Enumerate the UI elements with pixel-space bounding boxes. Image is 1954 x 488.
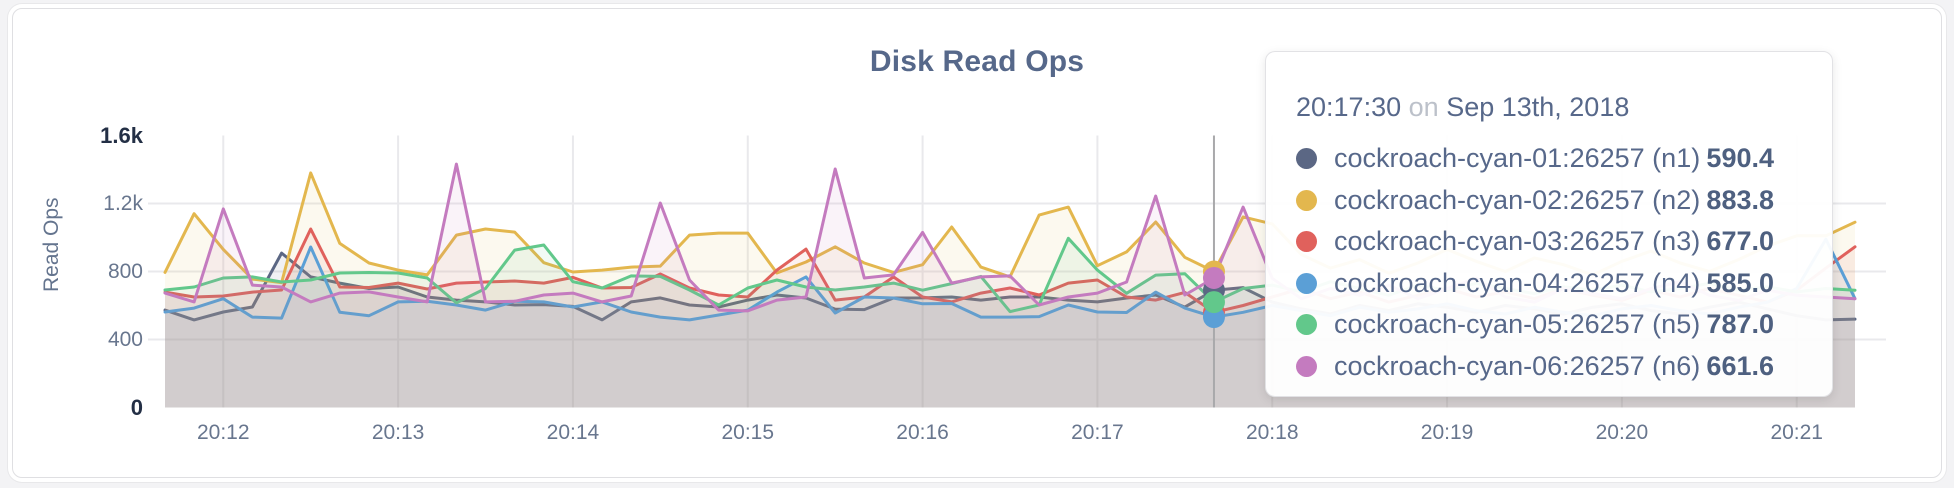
x-tick-label: 20:21	[1770, 421, 1823, 444]
series-color-dot-icon	[1296, 189, 1317, 211]
x-tick-label: 20:16	[896, 421, 949, 444]
chart-title: Disk Read Ops	[869, 45, 1085, 78]
x-tick-label: 20:15	[721, 421, 775, 444]
y-tick-label: 400	[107, 327, 143, 351]
x-tick-label: 20:18	[1245, 421, 1299, 444]
series-color-dot-icon	[1296, 148, 1317, 170]
tooltip-series-name: cockroach-cyan-02:26257 (n2)	[1334, 184, 1701, 215]
tooltip-series-row: cockroach-cyan-06:26257 (n6) 661.6	[1296, 346, 1774, 388]
x-tick-label: 20:20	[1595, 421, 1649, 444]
x-tick-label: 20:14	[546, 421, 600, 444]
tooltip-header: 20:17:30 on Sep 13th, 2018	[1296, 92, 1774, 122]
tooltip-on-word: on	[1408, 92, 1439, 122]
hover-dot	[1202, 291, 1225, 314]
tooltip-series-name: cockroach-cyan-04:26257 (n4)	[1334, 267, 1701, 298]
tooltip-series-row: cockroach-cyan-04:26257 (n4) 585.0	[1296, 263, 1774, 305]
series-color-dot-icon	[1296, 272, 1317, 294]
series-color-dot-icon	[1296, 355, 1317, 377]
tooltip-series-name: cockroach-cyan-03:26257 (n3)	[1334, 226, 1701, 257]
tooltip-series-name: cockroach-cyan-05:26257 (n5)	[1334, 309, 1701, 340]
tooltip-series-row: cockroach-cyan-02:26257 (n2) 883.8	[1296, 180, 1774, 222]
y-tick-label: 800	[107, 259, 143, 283]
tooltip-series-row: cockroach-cyan-03:26257 (n3) 677.0	[1296, 221, 1774, 263]
y-tick-label: 0	[130, 394, 143, 420]
series-color-dot-icon	[1296, 231, 1317, 253]
tooltip-series-value: 883.8	[1706, 184, 1774, 215]
x-tick-label: 20:13	[371, 421, 425, 444]
y-tick-label: 1.6k	[100, 122, 143, 148]
x-tick-label: 20:19	[1420, 421, 1474, 444]
tooltip-series-value: 661.6	[1706, 350, 1774, 381]
tooltip-series-value: 585.0	[1706, 267, 1774, 298]
tooltip-series-list: cockroach-cyan-01:26257 (n1) 590.4 cockroa…	[1296, 138, 1774, 387]
tooltip-series-row: cockroach-cyan-01:26257 (n1) 590.4	[1296, 138, 1774, 180]
tooltip-date: Sep 13th, 2018	[1446, 92, 1630, 122]
y-tick-label: 1.2k	[103, 191, 143, 215]
tooltip-series-name: cockroach-cyan-01:26257 (n1)	[1334, 143, 1701, 174]
tooltip-series-value: 677.0	[1706, 226, 1774, 257]
tooltip-series-value: 590.4	[1706, 143, 1774, 174]
chart-tooltip: 20:17:30 on Sep 13th, 2018 cockroach-cya…	[1265, 51, 1833, 397]
tooltip-series-value: 787.0	[1706, 309, 1774, 340]
x-tick-label: 20:12	[196, 421, 250, 444]
x-tick-label: 20:17	[1071, 421, 1124, 444]
tooltip-series-name: cockroach-cyan-06:26257 (n6)	[1334, 350, 1701, 381]
series-color-dot-icon	[1296, 314, 1317, 336]
tooltip-time: 20:17:30	[1296, 92, 1402, 122]
tooltip-series-row: cockroach-cyan-05:26257 (n5) 787.0	[1296, 304, 1774, 346]
hover-dot	[1202, 266, 1225, 289]
